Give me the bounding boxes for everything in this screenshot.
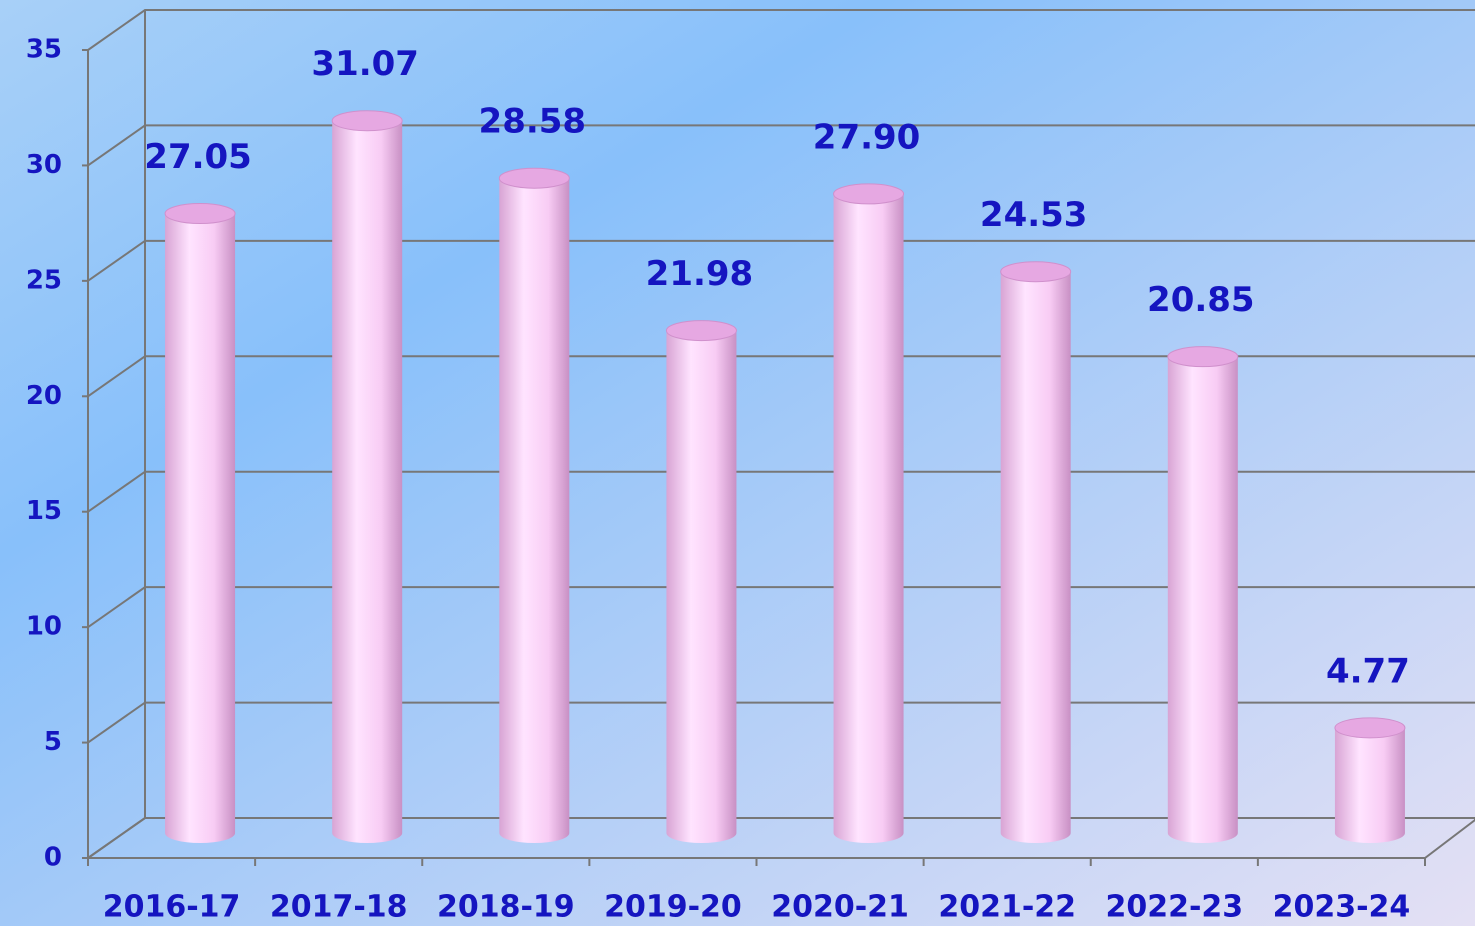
y-tick-label: 30 xyxy=(26,150,62,180)
bar-top xyxy=(164,203,236,225)
x-tick-label: 2023-24 xyxy=(1273,890,1411,925)
x-tick-label: 2022-23 xyxy=(1105,890,1243,925)
x-tick-label: 2020-21 xyxy=(771,890,909,925)
grid-line xyxy=(87,124,1475,167)
y-tick-label: 25 xyxy=(26,265,62,295)
value-label: 31.07 xyxy=(311,44,419,84)
bar xyxy=(499,178,570,844)
bar xyxy=(1167,356,1238,843)
bar-top xyxy=(1334,717,1406,739)
y-tick-label: 10 xyxy=(26,612,62,642)
bar-top xyxy=(1000,261,1072,283)
x-tick-label: 2017-18 xyxy=(270,890,408,925)
y-tick-label: 5 xyxy=(44,727,62,757)
x-tick-label: 2021-22 xyxy=(938,890,1076,925)
grid-line xyxy=(87,9,1475,51)
x-tick-label: 2019-20 xyxy=(604,890,742,925)
value-label: 27.05 xyxy=(144,137,252,177)
x-tick-label: 2016-17 xyxy=(103,890,241,925)
y-tick-label: 35 xyxy=(26,35,62,65)
y-tick-label: 15 xyxy=(26,496,62,526)
value-label: 20.85 xyxy=(1147,280,1255,320)
x-tick-label: 2018-19 xyxy=(437,890,575,925)
bar xyxy=(1000,271,1071,844)
value-label: 28.58 xyxy=(479,102,587,142)
bar xyxy=(165,213,236,843)
value-label: 27.90 xyxy=(813,117,921,157)
y-tick-label: 20 xyxy=(26,381,62,411)
bar-top xyxy=(498,167,570,189)
bar xyxy=(332,120,403,843)
grid-line xyxy=(87,239,1475,282)
value-label: 4.77 xyxy=(1326,651,1410,691)
bar xyxy=(833,193,904,843)
value-label: 21.98 xyxy=(646,254,754,294)
bar-top xyxy=(665,320,737,342)
y-tick-label: 0 xyxy=(44,843,62,873)
bar-top xyxy=(1167,346,1239,368)
bar xyxy=(666,330,737,843)
bar-top xyxy=(833,183,905,205)
value-label: 24.53 xyxy=(980,195,1088,235)
bar-top xyxy=(331,110,403,132)
bar xyxy=(1334,727,1405,843)
